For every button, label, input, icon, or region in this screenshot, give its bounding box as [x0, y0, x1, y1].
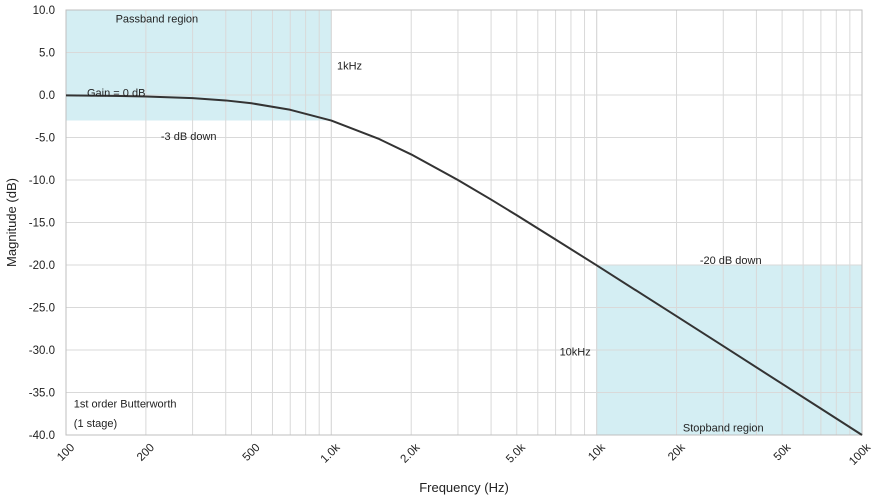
- x-tick-label: 500: [241, 442, 263, 464]
- x-tick-label: 20k: [666, 442, 688, 464]
- x-tick-label: 100: [55, 442, 77, 464]
- passband-region: [66, 10, 332, 121]
- y-tick-label: -5.0: [35, 133, 55, 145]
- x-tick-label: 10k: [586, 442, 608, 464]
- annotation-label: 1kHz: [337, 60, 362, 72]
- y-tick-label: -35.0: [29, 388, 55, 400]
- y-tick-label: 0.0: [39, 90, 55, 102]
- y-tick-label: -10.0: [29, 175, 55, 187]
- x-tick-label: 5.0k: [504, 442, 528, 466]
- y-tick-label: -30.0: [29, 345, 55, 357]
- y-tick-label: -25.0: [29, 303, 55, 315]
- y-tick-label: -15.0: [29, 218, 55, 230]
- annotation-label: Gain = 0 dB: [87, 87, 145, 99]
- x-tick-label: 100k: [847, 442, 873, 468]
- annotation-label: Passband region: [116, 14, 199, 26]
- y-tick-labels: 10.0 5.0 0.0 -5.0 -10.0 -15.0 -20.0 -25.0 -30.0 -…: [29, 5, 55, 442]
- y-tick-label: 10.0: [33, 5, 55, 17]
- x-tick-labels: 100 200 500 1.0k 2.0k 5.0k 10k 20k 50k 100k: [55, 442, 873, 468]
- annotation-label: 1st order Butterworth: [74, 399, 177, 411]
- x-tick-label: 200: [135, 442, 157, 464]
- annotation-label: 10kHz: [560, 347, 591, 359]
- x-tick-label: 50k: [772, 442, 794, 464]
- series-line: [65, 94, 863, 436]
- annotations: Passband region 1kHz Gain = 0 dB -3 dB down…: [74, 14, 764, 435]
- y-tick-label: 5.0: [39, 48, 55, 60]
- x-tick-label: 1.0k: [319, 442, 343, 466]
- plot-area-frame: [65, 9, 863, 436]
- annotation-label: -3 dB down: [161, 131, 217, 143]
- annotation-label: Stopband region: [683, 422, 764, 434]
- annotation-label: -20 dB down: [700, 255, 762, 267]
- series-layer: [65, 94, 863, 436]
- y-axis-title: Magnitude (dB): [4, 178, 19, 267]
- annotation-label: (1 stage): [74, 418, 117, 430]
- x-tick-label: 2.0k: [399, 442, 423, 466]
- x-axis-title: Frequency (Hz): [419, 480, 509, 495]
- y-tick-label: -40.0: [29, 430, 55, 442]
- y-tick-label: -20.0: [29, 260, 55, 272]
